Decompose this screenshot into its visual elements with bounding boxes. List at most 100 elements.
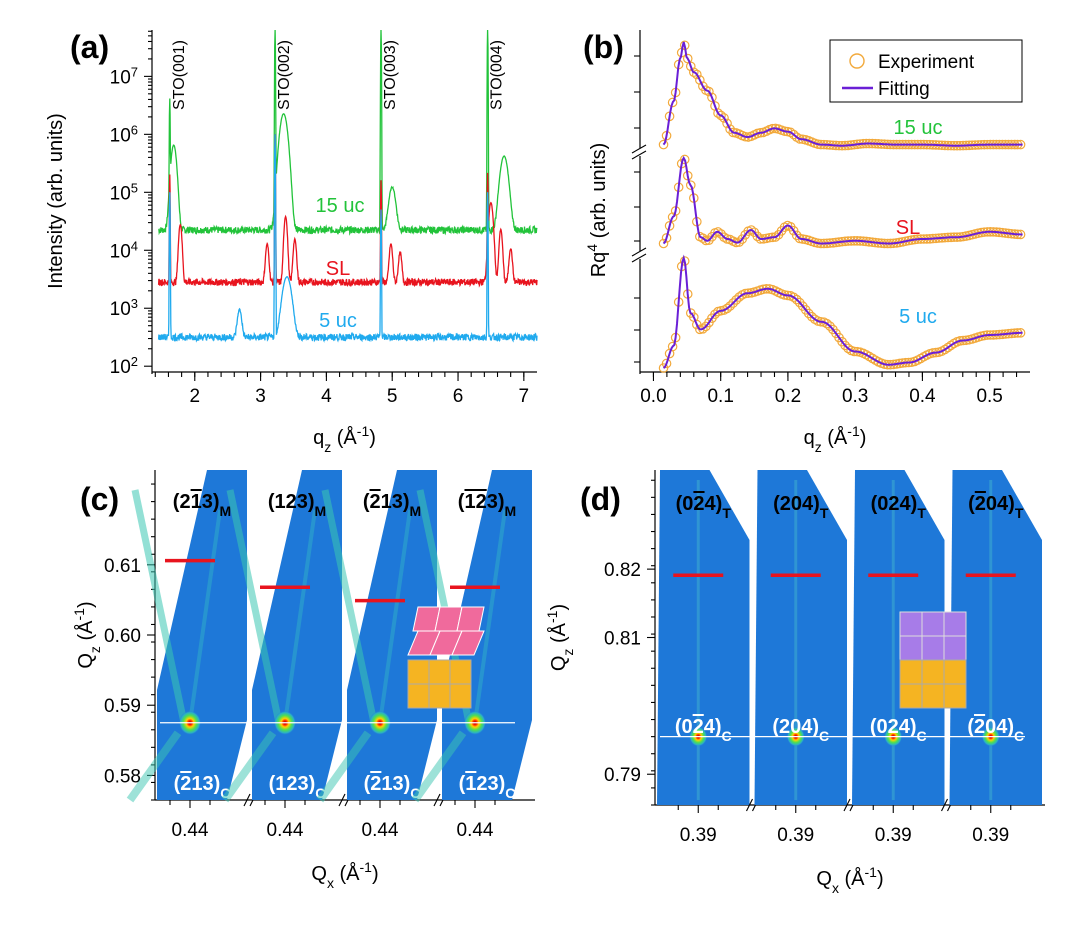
experiment-point [704,86,714,97]
panel-d-rsm-tetragonal: 0.790.810.820.39(024)T(024)C0.39(204)T(2… [544,470,1045,896]
series-line-SL [157,134,538,288]
panel-label-b: (b) [583,29,624,65]
x-axis-label-close: ) [877,868,884,890]
x-axis-label-sup: -1 [847,423,860,439]
reflection-label-bar: 2 [974,716,985,738]
y-axis-label-close: ) [548,604,570,611]
unit-cell-film [899,611,923,637]
x-axis-label-unit: (Å [839,867,865,890]
y-tick-base: 10 [110,241,131,262]
axis-break-mark [338,793,346,807]
reflection-label-bar: 2 [180,773,191,795]
diffuse-streak [473,509,507,724]
panel-b-reflectivity-plot: 0.0 0.1 0.2 0.3 0.4 0.5 qz (Å-1) Rq4 (arb. unit… [584,30,1030,455]
y-axis-label: Rq4 (arb. units) [584,143,610,278]
unit-cell-film [456,606,485,632]
x-axis-label-unit: (Å [334,862,360,885]
x-axis-label-close: ) [860,427,867,449]
reflection-label-film: (024)T [871,493,927,521]
reflection-label-bar: 2 [693,493,704,515]
experiment-point [788,292,799,303]
reflection-label-part: 04) [986,493,1015,515]
y-tick-label: 106 [110,122,138,147]
x-tick-label: 0.1 [707,386,733,407]
y-axis-label-main: Rq [588,252,610,278]
y-axis-label-sup: 4 [584,244,600,252]
axis-break-gap [634,251,646,259]
experiment-point [692,69,702,80]
x-tick-label: 0.44 [457,820,494,841]
panel-series-label: 5 uc [899,306,937,328]
fitting-line [662,254,1023,369]
experiment-point [822,318,832,329]
reflection-label-sub: M [410,503,422,519]
x-axis-label-close: ) [372,863,379,885]
x-tick-label: 2 [189,386,200,407]
y-axis-label-unit: (arb. units) [588,143,610,244]
reflection-label-bar: 12 [464,491,486,513]
axis-break-mark [941,798,948,812]
y-tick-label: 0.81 [604,629,641,650]
experiment-point [722,118,732,129]
reflection-label-part: 3) [202,491,220,513]
y-tick-exp: 7 [131,64,138,79]
x-tick-label: 0.44 [362,820,399,841]
experiment-point [658,139,669,150]
x-tick-label: 0.44 [267,820,304,841]
experiment-point [661,233,672,243]
reflection-label-part: 13) [381,491,410,513]
y-tick-label: 0.82 [604,560,641,581]
y-tick-exp: 4 [131,238,138,253]
y-tick-label: 107 [110,64,138,89]
unit-cell-film [943,635,967,661]
rsm-map [754,470,847,805]
reflection-label-part: (024) [871,493,918,515]
y-tick-label: 0.60 [104,626,141,647]
experiment-point [791,294,802,305]
reflection-label-part: (204) [773,493,820,515]
experiment-point [667,212,678,222]
x-tick-label: 0.44 [172,820,209,841]
y-axis-label-unit: (Å [547,622,570,648]
reflection-label-sub: M [220,503,232,519]
reflection-label-part: (123) [268,491,315,513]
rsm-map [657,470,750,805]
diffuse-streak [221,730,277,803]
x-tick-label: 4 [321,386,332,407]
y-tick-label: 102 [110,354,138,379]
experiment-point [707,92,717,103]
reflection-label-part: 4) [705,493,723,515]
experiment-point [716,229,726,239]
experiment-point [685,180,696,190]
reflection-label-part: ( [968,493,975,515]
reflection-label-film: (204)T [773,493,829,521]
y-axis-label-sub: z [560,649,576,656]
reflection-label-part: (2 [173,491,191,513]
reflection-label-part: ( [459,773,466,795]
panel-label-c: (c) [80,481,119,517]
series-label: 15 uc [316,195,365,217]
substrate-peak-label: STO(004) [489,40,506,110]
panel-series-label: 15 uc [894,117,943,139]
y-tick-exp: 5 [131,180,138,195]
x-axis-label: Qx (Å-1) [311,859,378,891]
x-tick-label: 5 [387,386,398,407]
reflection-label-part: 13) [381,773,410,795]
y-axis-label: Qz (Å-1) [544,604,576,671]
x-axis-label-sup: -1 [360,859,373,875]
experiment-point [695,324,705,335]
unit-cell-film [451,630,485,656]
y-tick-label: 105 [110,180,138,205]
x-tick-label: 0.39 [680,825,717,846]
y-axis-label-main: Q [75,653,97,669]
experiment-point [843,343,853,354]
rsm-map [949,470,1042,805]
diffuse-streak [126,730,182,803]
panel-c-rsm-monoclinic: 0.580.590.600.610.44(213)M(213)C0.44(123… [71,470,535,891]
reflection-label-bar: 2 [369,491,380,513]
reflection-label-part: 23) [476,773,505,795]
reflection-label-part: 3) [487,491,505,513]
x-axis-label-sub: z [815,439,822,455]
x-axis-label-main: Q [311,863,327,885]
experiment-point [752,231,763,242]
